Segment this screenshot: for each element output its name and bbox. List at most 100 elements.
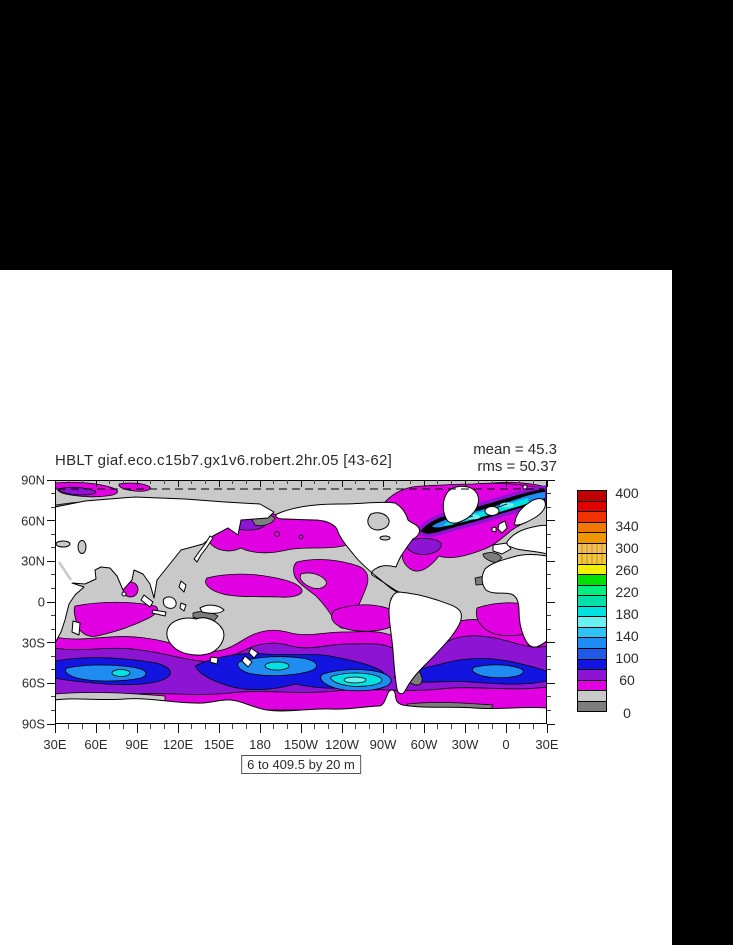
map-right-major-tick — [547, 520, 555, 522]
land-greenland — [442, 485, 479, 524]
x-axis-minor-tick — [450, 724, 452, 729]
colorbar-segment — [578, 606, 606, 618]
map-top-major-tick — [95, 480, 97, 487]
map-top-minor-tick — [163, 480, 165, 484]
hudson-bay — [367, 512, 390, 531]
colorbar-tick-label: 220 — [615, 584, 639, 600]
y-axis-minor-tick — [51, 615, 55, 617]
x-axis-major-tick — [300, 724, 302, 733]
x-axis-tick-label: 90W — [369, 737, 397, 752]
map-top-major-tick — [54, 480, 56, 487]
x-axis-minor-tick — [491, 724, 493, 729]
map-top-minor-tick — [314, 480, 316, 484]
map-top-major-tick — [218, 480, 220, 487]
x-axis-minor-tick — [532, 724, 534, 729]
x-axis-minor-tick — [245, 724, 247, 729]
map-right-minor-tick — [547, 669, 551, 671]
land-africa-west — [481, 554, 547, 648]
black-sea — [55, 540, 71, 548]
colorbar-segment — [578, 638, 606, 649]
map-top-minor-tick — [68, 480, 70, 484]
map-top-major-tick — [505, 480, 507, 487]
map-top-minor-tick — [245, 480, 247, 484]
land-new-zealand-north — [248, 647, 259, 659]
colorbar-segment — [578, 596, 606, 607]
x-axis-tick-label: 120E — [162, 737, 194, 752]
land-eurasia-africa-east — [55, 496, 275, 644]
y-axis-minor-tick — [51, 574, 55, 576]
map-top-minor-tick — [150, 480, 152, 484]
y-axis-tick-label: 30S — [21, 635, 45, 651]
colorbar-tick-label: 100 — [615, 650, 639, 666]
x-axis-tick-label: 30E — [535, 737, 559, 752]
map-top-minor-tick — [109, 480, 111, 484]
x-axis-minor-tick — [163, 724, 165, 729]
colorbar-segment — [578, 501, 606, 513]
x-axis-minor-tick — [409, 724, 411, 729]
colorbar-segment — [578, 564, 606, 576]
map-top-minor-tick — [122, 480, 124, 484]
map-top-minor-tick — [355, 480, 357, 484]
colorbar-tick-label: 260 — [615, 562, 639, 578]
x-axis-major-tick — [259, 724, 261, 733]
x-axis-minor-tick — [396, 724, 398, 729]
colorbar-tick-label: 400 — [615, 485, 639, 501]
map-top-major-tick — [341, 480, 343, 487]
map-right-minor-tick — [547, 696, 551, 698]
map-right-major-tick — [547, 601, 555, 603]
land-new-guinea — [199, 604, 225, 614]
x-axis-major-tick — [464, 724, 466, 733]
x-axis-minor-tick — [191, 724, 193, 729]
x-axis-tick-label: 60W — [410, 737, 438, 752]
map-right-major-tick — [547, 560, 555, 562]
y-axis-major-tick — [47, 682, 55, 684]
x-axis-major-tick — [505, 724, 507, 733]
x-axis-tick-label: 150E — [203, 737, 235, 752]
land-group — [55, 484, 547, 724]
map-top-major-tick — [546, 480, 548, 487]
map-right-minor-tick — [547, 615, 551, 617]
land-philippines — [178, 580, 187, 593]
colorbar-segment — [578, 659, 606, 671]
land-south-america — [388, 591, 462, 695]
colorbar-tick-label: 140 — [615, 628, 639, 644]
red-sea — [57, 561, 73, 581]
x-axis-minor-tick — [122, 724, 124, 729]
x-axis-minor-tick — [437, 724, 439, 729]
y-axis-minor-tick — [51, 493, 55, 495]
map-top-minor-tick — [232, 480, 234, 484]
land-iberia — [492, 542, 512, 555]
x-axis-major-tick — [382, 724, 384, 733]
y-axis-tick-label: 60S — [21, 675, 45, 691]
map-right-minor-tick — [547, 493, 551, 495]
land-sri-lanka — [121, 591, 127, 597]
land-japan — [193, 535, 214, 563]
x-axis-major-tick — [136, 724, 138, 733]
map-top-major-tick — [136, 480, 138, 487]
map-top-minor-tick — [437, 480, 439, 484]
colorbar-segment — [578, 670, 606, 681]
x-axis-minor-tick — [478, 724, 480, 729]
colorbar-segment — [578, 691, 606, 702]
land-tasmania — [209, 656, 219, 665]
colorbar-segment — [578, 543, 606, 555]
x-axis-minor-tick — [314, 724, 316, 729]
map-top-major-tick — [464, 480, 466, 487]
y-axis-tick-label: 60N — [21, 513, 45, 529]
land-scandinavia — [513, 498, 546, 526]
x-axis-tick-label: 30E — [43, 737, 67, 752]
land-java — [151, 609, 167, 617]
y-axis-major-tick — [47, 520, 55, 522]
map-right-major-tick — [547, 723, 555, 725]
colorbar-segment — [578, 701, 606, 712]
great-lakes — [379, 535, 391, 541]
map-top-major-tick — [382, 480, 384, 487]
map-right-major-tick — [547, 642, 555, 644]
x-axis-tick-label: 60E — [84, 737, 108, 752]
map-top-minor-tick — [368, 480, 370, 484]
colorbar-tick-label: 300 — [615, 540, 639, 556]
y-axis-minor-tick — [51, 547, 55, 549]
map-right-minor-tick — [547, 628, 551, 630]
x-axis-tick-label: 180 — [249, 737, 271, 752]
colorbar-segment — [578, 554, 606, 565]
